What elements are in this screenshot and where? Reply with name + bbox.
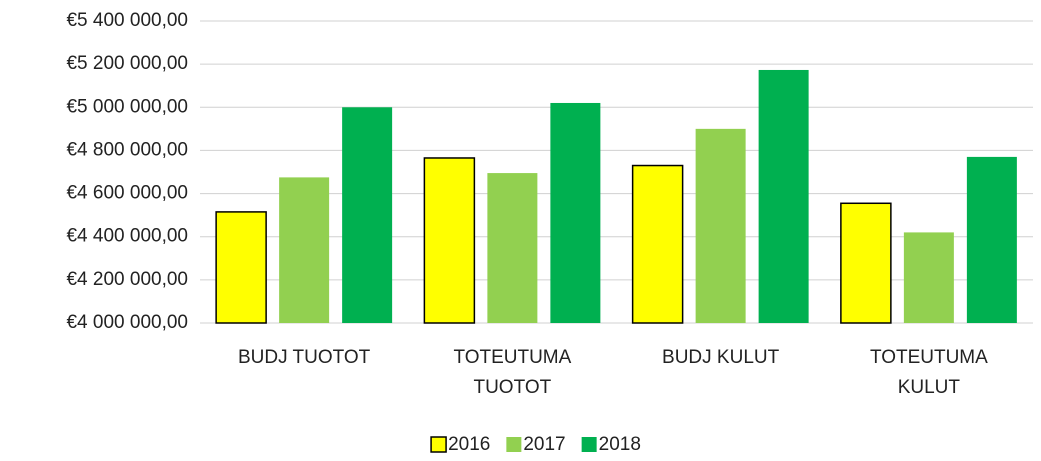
bar [903, 232, 954, 323]
bar [342, 107, 393, 324]
bar [215, 211, 267, 324]
y-tick-label: €4 200 000,00 [66, 269, 188, 290]
bar [550, 102, 601, 323]
bar [279, 177, 330, 323]
y-tick-label: €5 200 000,00 [66, 53, 188, 74]
legend-label: 2017 [523, 434, 565, 455]
y-tick-label: €4 600 000,00 [66, 183, 188, 204]
x-tick-label: TOTEUTUMA KULUT [869, 347, 988, 398]
legend-swatch [430, 436, 447, 453]
bar [695, 128, 746, 323]
y-tick-label: €5 400 000,00 [66, 10, 188, 31]
legend-label: 2018 [599, 434, 641, 455]
x-tick-label: BUDJ TUOTOT [237, 347, 371, 368]
legend-swatch [581, 437, 597, 452]
bar [840, 202, 892, 324]
y-tick-label: €4 800 000,00 [66, 139, 188, 160]
bar [423, 157, 476, 324]
x-tick-label: BUDJ KULUT [662, 347, 780, 368]
y-tick-label: €5 000 000,00 [66, 96, 188, 117]
bar [758, 69, 809, 324]
legend-label: 2016 [448, 434, 490, 455]
bar [631, 164, 684, 324]
bar [966, 156, 1017, 323]
x-tick-label: TOTEUTUMA TUOTOT [453, 347, 572, 398]
y-tick-label: €4 000 000,00 [66, 312, 188, 333]
y-tick-label: €4 400 000,00 [66, 226, 188, 247]
legend-swatch [506, 437, 522, 452]
bar [487, 173, 538, 323]
